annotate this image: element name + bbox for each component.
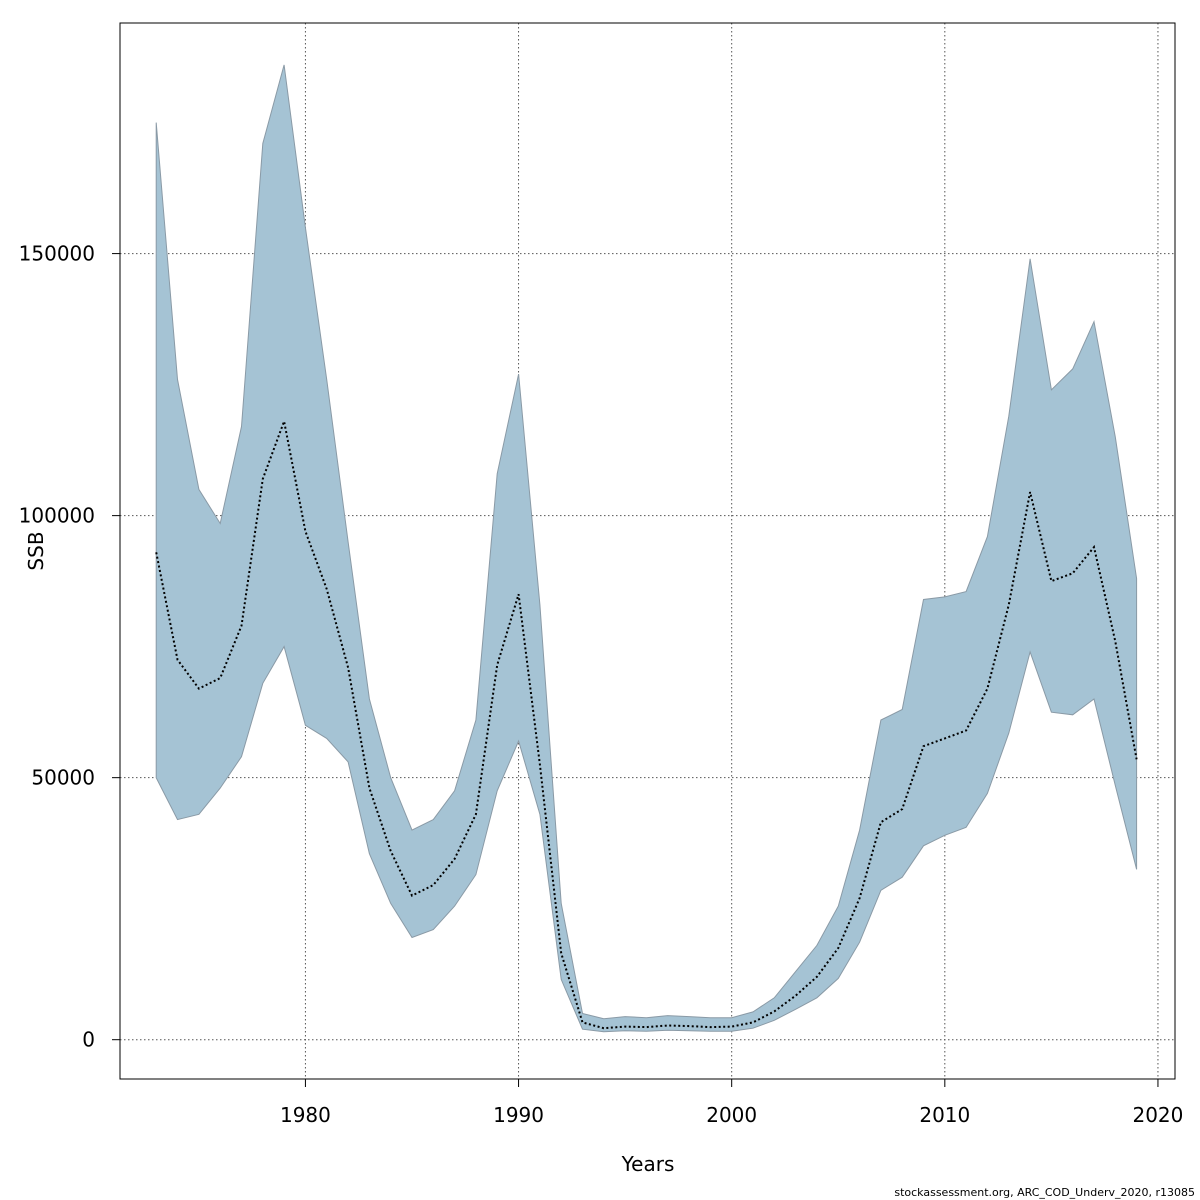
x-axis: 1980 1990 2000 2010 2020: [280, 1079, 1183, 1127]
footer-note: stockassessment.org, ARC_COD_Underv_2020…: [894, 1186, 1195, 1199]
y-tick-label-0: 0: [82, 1028, 95, 1052]
y-axis-title: SSB: [24, 531, 48, 570]
x-tick-label-1990: 1990: [493, 1103, 544, 1127]
x-tick-label-1980: 1980: [280, 1103, 331, 1127]
y-tick-label-50000: 50000: [31, 766, 95, 790]
x-axis-title: Years: [621, 1152, 675, 1176]
confidence-band-layer: [155, 64, 1138, 1033]
x-tick-label-2020: 2020: [1132, 1103, 1183, 1127]
y-tick-label-150000: 150000: [19, 242, 95, 266]
y-axis: 0 50000 100000 150000: [19, 242, 120, 1052]
plot-frame: [119, 22, 1176, 1080]
x-tick-label-2010: 2010: [919, 1103, 970, 1127]
confidence-band: [155, 64, 1138, 1033]
x-tick-label-2000: 2000: [706, 1103, 757, 1127]
y-tick-label-100000: 100000: [19, 504, 95, 528]
